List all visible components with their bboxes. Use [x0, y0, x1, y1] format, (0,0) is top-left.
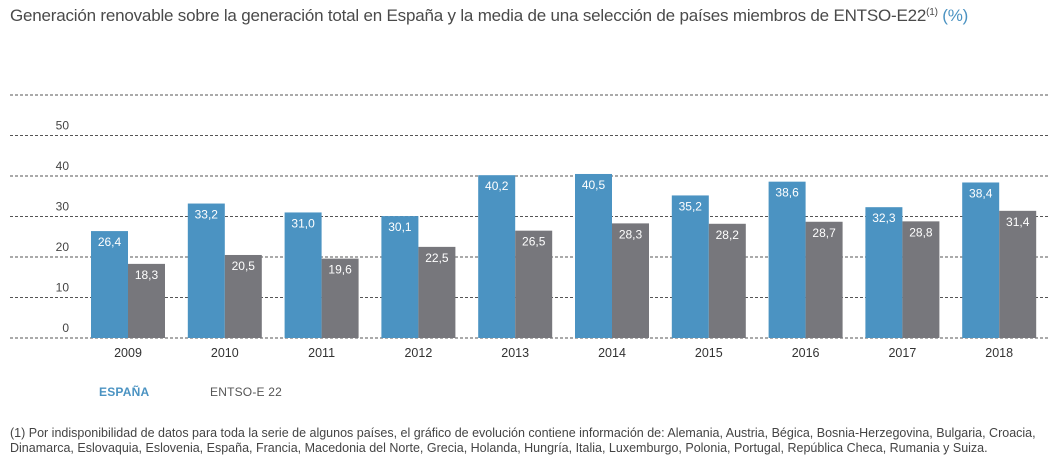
data-label-entso: 26,5	[522, 235, 546, 249]
bar-entso	[224, 254, 262, 338]
data-label-espana: 40,5	[582, 178, 606, 192]
x-tick-label: 2016	[792, 346, 820, 360]
data-label-entso: 22,5	[425, 251, 449, 265]
data-label-espana: 32,3	[872, 211, 896, 225]
data-label-espana: 33,2	[195, 208, 219, 222]
bar-espana	[962, 182, 1000, 338]
data-label-entso: 28,8	[909, 225, 933, 239]
data-label-entso: 28,7	[812, 226, 836, 240]
bar-entso	[321, 258, 359, 338]
data-label-espana: 35,2	[679, 199, 703, 213]
y-tick-label: 40	[56, 159, 70, 173]
x-tick-label: 2013	[501, 346, 529, 360]
bar-espana	[575, 173, 612, 338]
x-tick-label: 2012	[404, 346, 432, 360]
data-label-entso: 19,6	[328, 263, 352, 277]
x-tick-label: 2018	[985, 346, 1013, 360]
x-tick-label: 2010	[211, 346, 239, 360]
bar-espana	[865, 207, 903, 338]
y-tick-label: 0	[62, 321, 69, 335]
bar-espana	[187, 203, 225, 338]
x-tick-label: 2017	[888, 346, 916, 360]
bar-espana	[671, 195, 709, 338]
legend-entso: ENTSO-E 22	[210, 385, 283, 399]
data-label-espana: 31,0	[291, 216, 315, 230]
chart-title: Generación renovable sobre la generación…	[10, 6, 969, 25]
bar-espana	[768, 181, 806, 338]
bar-entso	[515, 230, 553, 338]
y-tick-label: 10	[56, 281, 70, 295]
y-tick-label: 20	[56, 240, 70, 254]
bar-espana	[284, 212, 322, 338]
bar-chart: 0 10 20 30 40 50 26,4 18,3 2009 33,2 20,5 2010 31,0 1…	[10, 94, 1048, 360]
data-label-espana: 26,4	[98, 235, 122, 249]
bar-espana	[381, 216, 419, 338]
bar-entso	[902, 221, 940, 338]
unit-label: (%)	[942, 6, 969, 25]
x-tick-label: 2015	[695, 346, 723, 360]
x-tick-label: 2011	[308, 346, 335, 360]
bar-entso	[612, 223, 649, 338]
data-label-espana: 38,6	[775, 186, 799, 200]
data-label-entso: 20,5	[232, 259, 256, 273]
y-tick-label: 30	[56, 200, 70, 214]
footnote: (1) Por indisponibilidad de datos para t…	[10, 426, 1036, 455]
data-label-espana: 38,4	[969, 186, 993, 200]
bar-entso	[999, 210, 1037, 338]
data-label-espana: 40,2	[485, 179, 509, 193]
data-label-entso: 28,3	[619, 227, 643, 241]
bar-espana	[478, 175, 516, 338]
legend-espana: ESPAÑA	[99, 385, 150, 399]
x-tick-label: 2009	[114, 346, 142, 360]
bar-entso	[128, 263, 165, 338]
bar-espana	[91, 231, 128, 338]
bar-entso	[805, 221, 843, 338]
bar-entso	[418, 246, 456, 338]
bar-entso	[708, 223, 746, 338]
y-tick-label: 50	[56, 119, 70, 133]
x-tick-label: 2014	[598, 346, 626, 360]
data-label-entso: 28,2	[716, 228, 740, 242]
data-label-entso: 31,4	[1006, 215, 1030, 229]
data-label-espana: 30,1	[388, 220, 412, 234]
data-label-entso: 18,3	[135, 268, 159, 282]
